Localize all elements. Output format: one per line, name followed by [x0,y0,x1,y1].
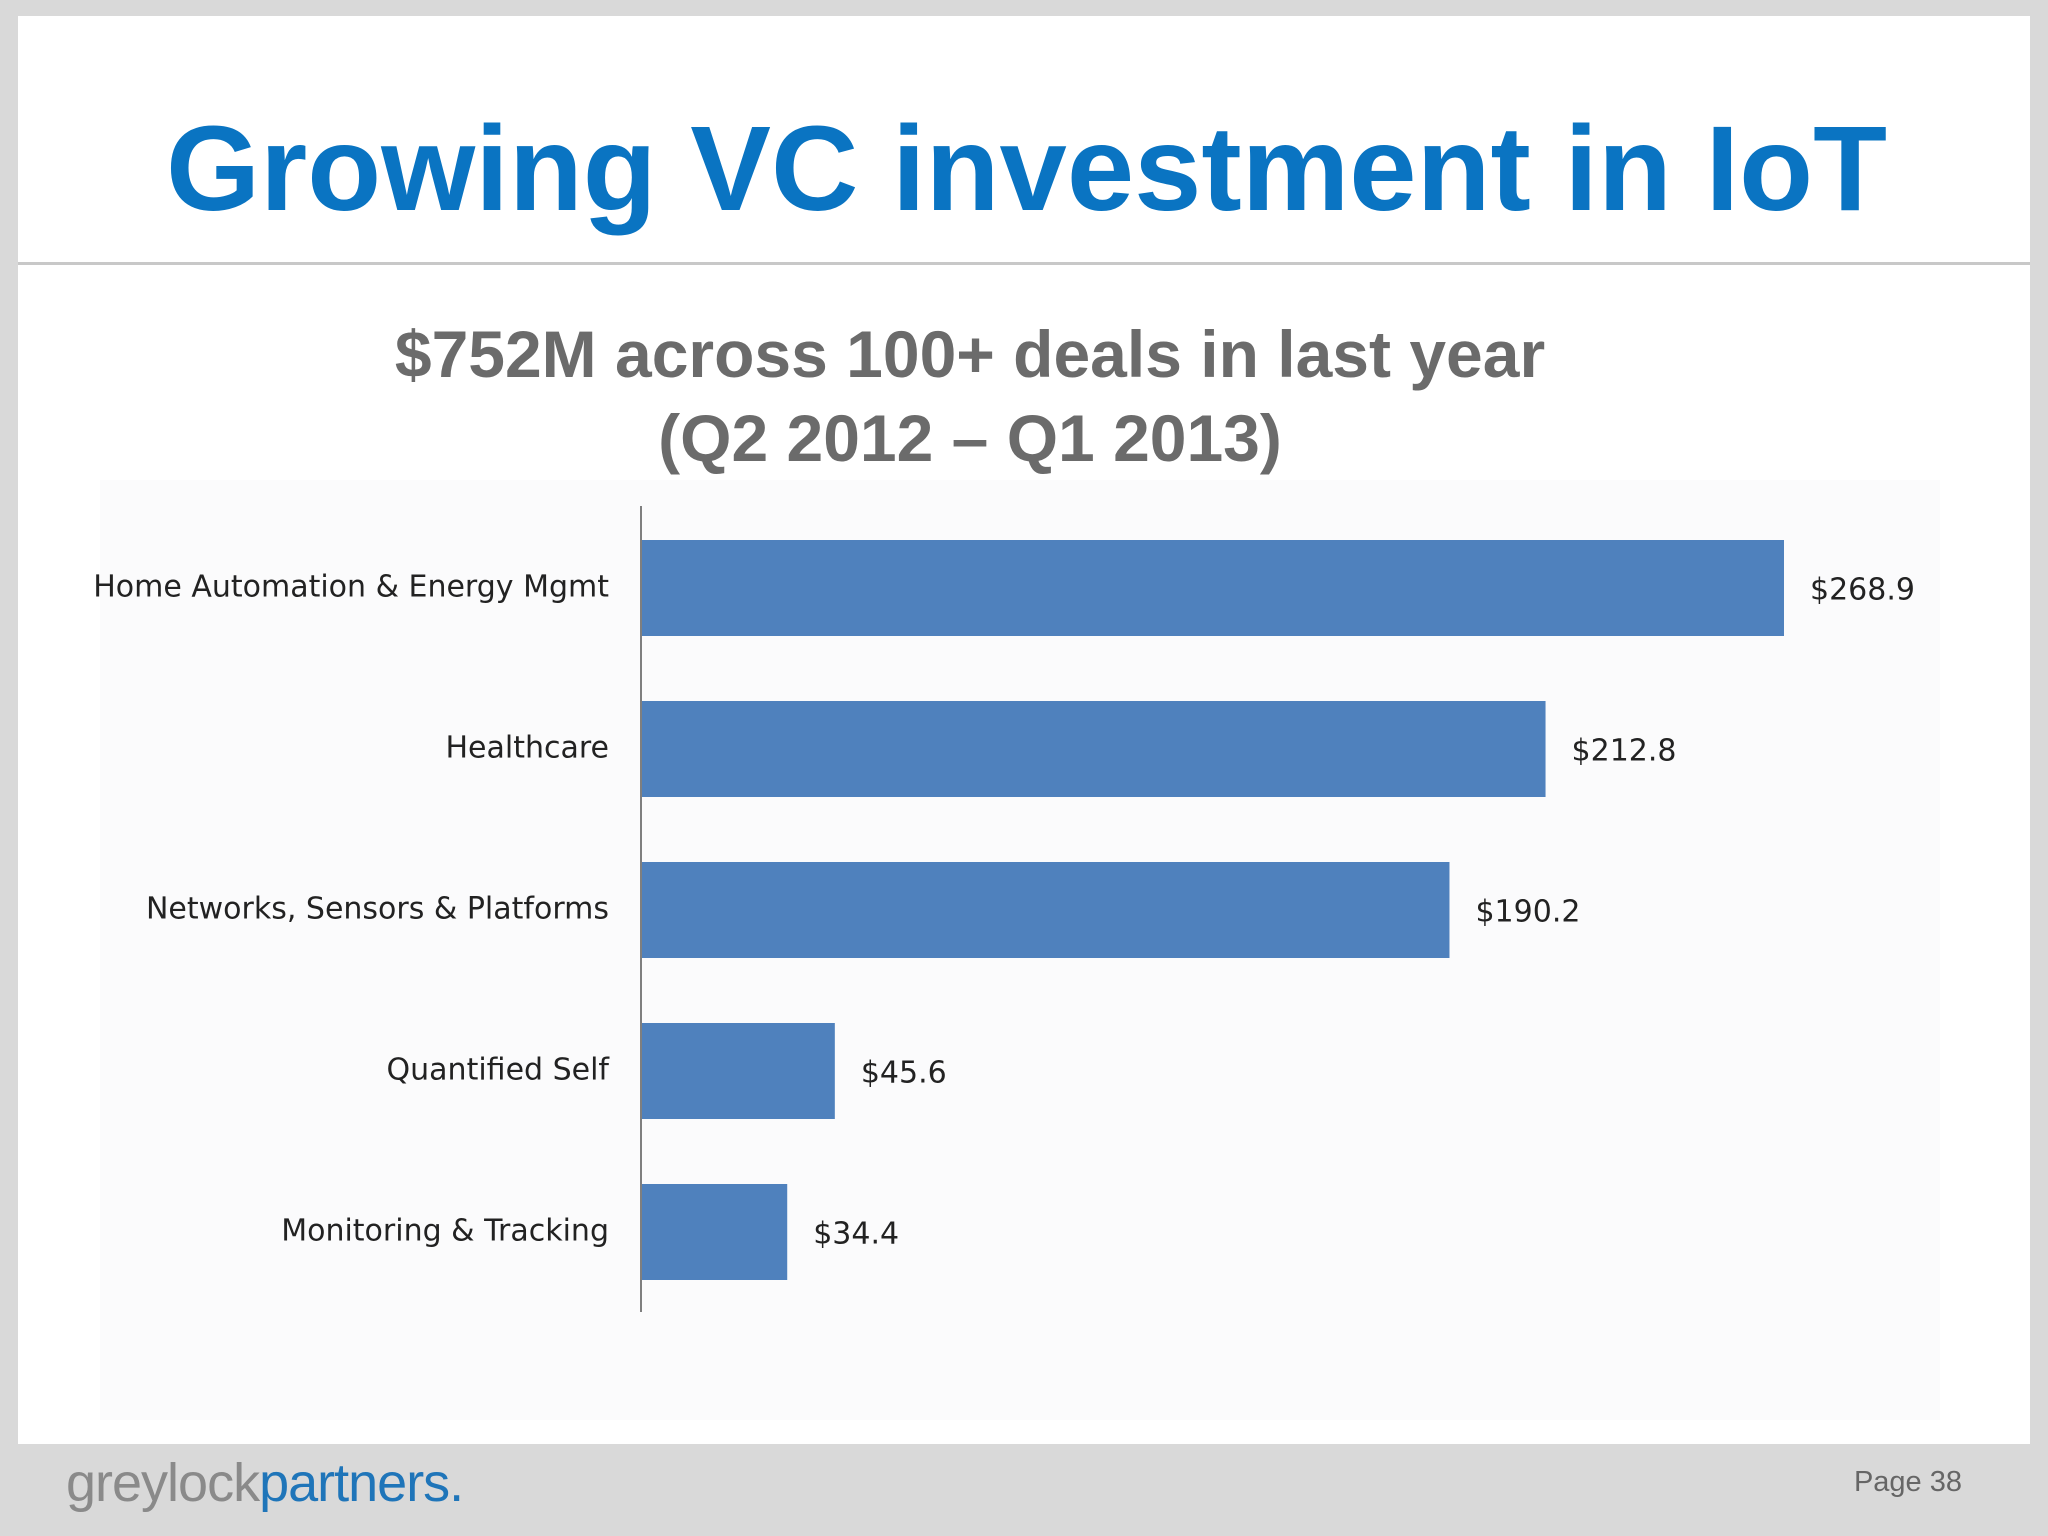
data-label-3: $45.6 [861,1056,947,1091]
title-divider [18,262,2030,265]
slide-title: Growing VC investment in IoT [166,100,1888,236]
bar-0 [641,540,1784,636]
category-label-4: Monitoring & Tracking [281,1214,609,1249]
bar-4 [641,1184,788,1280]
chart-title-line-2: (Q2 2012 – Q1 2013) [658,401,1282,475]
data-label-1: $212.8 [1572,734,1677,769]
chart-title: $752M across 100+ deals in last year (Q2… [150,312,1790,480]
data-label-2: $190.2 [1475,895,1580,930]
chart-title-line-1: $752M across 100+ deals in last year [394,317,1546,391]
category-label-1: Healthcare [445,731,609,766]
logo-text-partners: partners. [259,1453,464,1513]
bar-2 [641,862,1450,958]
logo-text-greylock: greylock [66,1453,260,1513]
data-label-0: $268.9 [1810,573,1915,608]
category-label-0: Home Automation & Energy Mgmt [93,570,609,605]
data-label-4: $34.4 [813,1217,899,1252]
page-number: Page 38 [1853,1466,1962,1498]
bar-3 [641,1023,835,1119]
bar-1 [641,701,1546,797]
category-label-3: Quantified Self [387,1053,611,1088]
category-label-2: Networks, Sensors & Platforms [146,892,609,927]
greylock-partners-logo: greylockpartners. [66,1448,464,1518]
